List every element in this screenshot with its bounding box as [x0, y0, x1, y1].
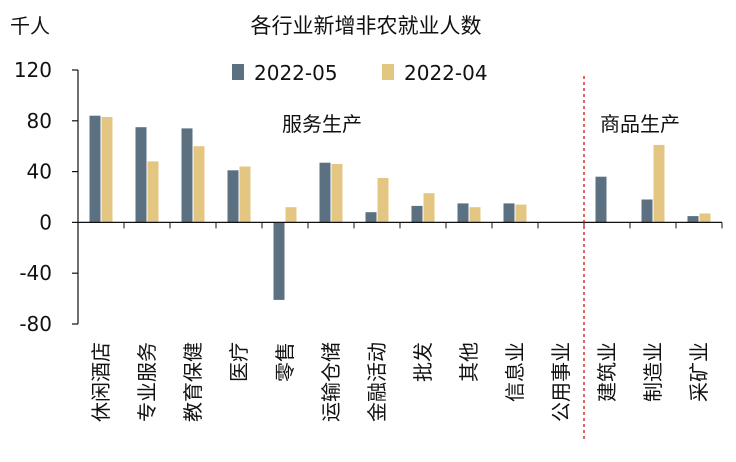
bar-2022-04-批发 — [423, 193, 435, 223]
x-tick-label: 信息业 — [503, 342, 527, 402]
bar-2022-05-建筑业 — [595, 176, 607, 223]
x-tick-label: 采矿业 — [687, 342, 711, 402]
y-axis-label: 千人 — [10, 14, 50, 38]
y-tick-label: 80 — [27, 109, 52, 133]
bar-2022-04-制造业 — [653, 144, 665, 223]
x-tick-label: 零售 — [273, 342, 297, 382]
legend-label: 2022-04 — [404, 61, 488, 85]
bar-2022-05-专业服务 — [135, 127, 147, 223]
bar-2022-04-运输仓储 — [331, 164, 343, 223]
bar-2022-05-休闲酒店 — [89, 115, 101, 223]
y-tick-label: -80 — [19, 312, 52, 336]
bar-2022-05-零售 — [273, 222, 285, 300]
bars-layer — [89, 115, 711, 300]
x-tick-label: 金融活动 — [365, 342, 389, 422]
bar-2022-05-制造业 — [641, 199, 653, 223]
annotation-goods-production: 商品生产 — [600, 112, 680, 136]
bar-2022-05-医疗 — [227, 170, 239, 223]
bar-2022-05-其他 — [457, 203, 469, 223]
y-tick-label: 120 — [14, 58, 52, 82]
annotation-service-production: 服务生产 — [282, 112, 362, 136]
bar-2022-04-信息业 — [515, 204, 527, 223]
x-tick-label: 运输仓储 — [319, 342, 343, 422]
bar-2022-05-信息业 — [503, 203, 515, 223]
bar-2022-04-采矿业 — [699, 213, 711, 223]
x-tick-label: 公用事业 — [549, 342, 573, 422]
bar-2022-04-休闲酒店 — [101, 117, 113, 223]
bar-2022-05-采矿业 — [687, 216, 699, 223]
bar-2022-05-批发 — [411, 205, 423, 223]
bar-2022-04-专业服务 — [147, 161, 159, 223]
annotations-layer: 服务生产 商品生产 — [282, 76, 680, 442]
x-tick-label: 建筑业 — [595, 342, 619, 402]
legend-label: 2022-05 — [254, 61, 338, 85]
y-tick-label: 0 — [39, 210, 52, 234]
bar-2022-05-金融活动 — [365, 212, 377, 223]
bar-2022-05-教育保健 — [181, 128, 193, 223]
legend-swatch — [232, 64, 244, 80]
bar-2022-04-金融活动 — [377, 178, 389, 223]
bar-2022-04-其他 — [469, 207, 481, 223]
y-tick-label: 40 — [27, 160, 52, 184]
x-tick-label: 批发 — [411, 342, 435, 382]
x-tick-label: 医疗 — [227, 342, 251, 382]
legend: 2022-05 2022-04 — [232, 61, 488, 85]
bar-2022-04-零售 — [285, 207, 297, 223]
x-tick-label: 专业服务 — [135, 342, 159, 422]
x-tick-label: 其他 — [457, 342, 481, 382]
legend-swatch — [382, 64, 394, 80]
bar-2022-05-运输仓储 — [319, 162, 331, 223]
x-tick-label: 休闲酒店 — [89, 342, 113, 422]
x-tick-label: 教育保健 — [181, 342, 205, 422]
axes-layer: 120 80 40 0 -40 -80 休闲酒店 专业服务 教育保健 医疗 零售 运输仓储 金融活动 批发… — [14, 58, 723, 422]
bar-2022-04-教育保健 — [193, 146, 205, 223]
x-tick-label: 制造业 — [641, 342, 665, 402]
bar-2022-04-医疗 — [239, 166, 251, 223]
chart-title: 各行业新增非农就业人数 — [251, 14, 482, 38]
y-tick-label: -40 — [19, 261, 52, 285]
